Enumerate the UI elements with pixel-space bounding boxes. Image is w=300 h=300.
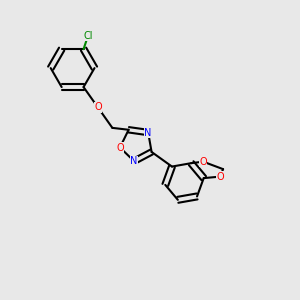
Text: N: N (145, 128, 152, 137)
Text: O: O (116, 142, 124, 152)
Text: O: O (200, 157, 207, 167)
Text: O: O (94, 103, 102, 112)
Text: N: N (130, 156, 138, 166)
Text: Cl: Cl (83, 31, 93, 40)
Text: O: O (216, 172, 224, 182)
